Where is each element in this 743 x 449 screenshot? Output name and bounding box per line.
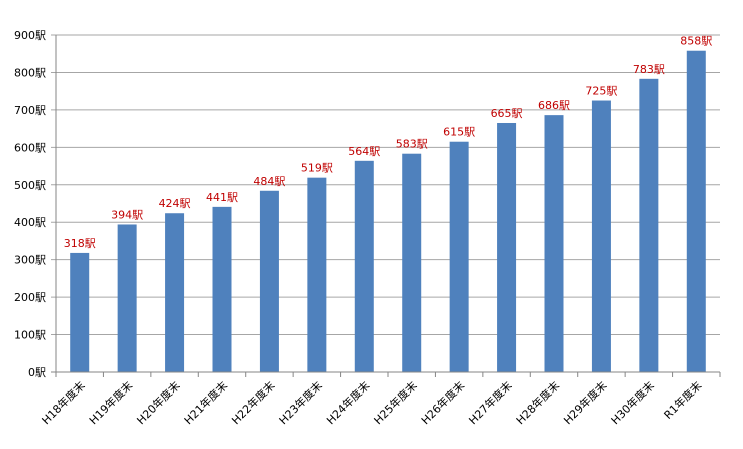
x-axis-tick-labels: H18年度末 H19年度末 H20年度末 H21年度末 H22年度末 H23年度末 H24年… xyxy=(39,378,705,427)
axes xyxy=(51,35,721,377)
data-label: 783駅 xyxy=(633,63,665,76)
bar xyxy=(402,153,422,372)
y-tick-label: 100駅 xyxy=(14,329,46,342)
x-tick-label: H26年度末 xyxy=(418,378,467,427)
y-axis-tick-labels: 0駅 100駅 200駅 300駅 400駅 500駅 600駅 700駅 800駅 900駅 xyxy=(14,29,46,379)
bar xyxy=(354,160,374,372)
data-label: 615駅 xyxy=(443,126,475,139)
x-tick-label: H23年度末 xyxy=(276,378,325,427)
bar xyxy=(544,115,564,373)
bar xyxy=(259,190,279,372)
data-label: 394駅 xyxy=(111,208,143,221)
bar xyxy=(212,206,232,372)
bar xyxy=(591,100,611,373)
bar xyxy=(307,177,327,372)
bar xyxy=(639,78,659,372)
y-tick-label: 400駅 xyxy=(14,216,46,229)
data-label: 441駅 xyxy=(206,191,238,204)
x-tick-label: H24年度末 xyxy=(323,378,372,427)
bar xyxy=(686,50,706,373)
x-tick-label: H30年度末 xyxy=(608,378,657,427)
data-labels: 318駅 394駅 424駅 441駅 484駅 519駅 564駅 583駅 615駅 665駅… xyxy=(64,35,713,250)
data-label: 484駅 xyxy=(253,175,285,188)
y-tick-label: 300駅 xyxy=(14,254,46,267)
y-tick-label: 600駅 xyxy=(14,141,46,154)
data-label: 858駅 xyxy=(680,35,712,48)
y-tick-label: 0駅 xyxy=(28,366,46,379)
x-tick-label: H28年度末 xyxy=(513,378,562,427)
x-tick-label: H29年度末 xyxy=(561,378,610,427)
gridlines xyxy=(51,34,720,336)
bars xyxy=(70,50,706,373)
data-label: 318駅 xyxy=(64,237,96,250)
x-tick-label: H18年度末 xyxy=(39,378,88,427)
data-label: 725駅 xyxy=(585,85,617,98)
x-tick-label: R1年度末 xyxy=(661,378,705,422)
x-tick-label: H22年度末 xyxy=(229,378,278,427)
y-tick-label: 900駅 xyxy=(14,29,46,42)
bar xyxy=(165,213,185,372)
x-tick-label: H21年度末 xyxy=(181,378,230,427)
data-label: 519駅 xyxy=(301,162,333,175)
y-tick-label: 200駅 xyxy=(14,291,46,304)
y-tick-label: 800駅 xyxy=(14,66,46,79)
bar xyxy=(449,141,469,372)
data-label: 583駅 xyxy=(396,138,428,151)
data-label: 564駅 xyxy=(348,145,380,158)
x-tick-label: H25年度末 xyxy=(371,378,420,427)
x-tick-label: H19年度末 xyxy=(86,378,135,427)
bar xyxy=(70,252,90,372)
data-label: 686駅 xyxy=(538,99,570,112)
bar xyxy=(497,122,517,372)
data-label: 424駅 xyxy=(159,197,191,210)
y-tick-label: 500駅 xyxy=(14,179,46,192)
data-label: 665駅 xyxy=(491,107,523,120)
y-tick-label: 700駅 xyxy=(14,104,46,117)
x-tick-label: H27年度末 xyxy=(466,378,515,427)
x-tick-label: H20年度末 xyxy=(134,378,183,427)
bar xyxy=(117,224,137,372)
